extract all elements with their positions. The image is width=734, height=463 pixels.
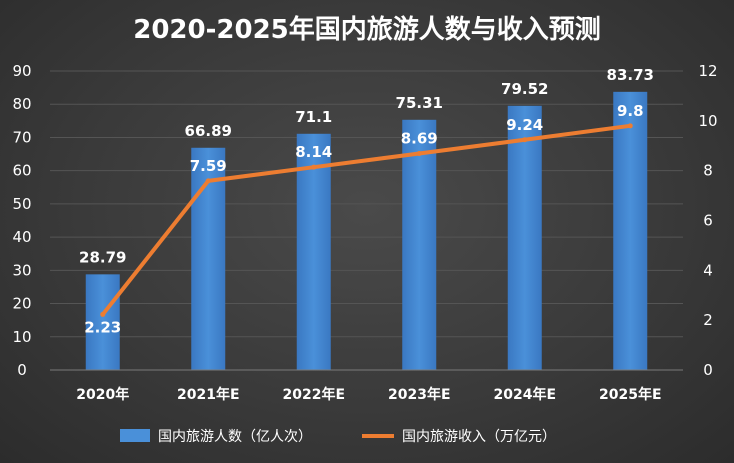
left-tick-label: 90 xyxy=(12,62,31,80)
bar xyxy=(85,274,120,370)
legend-bar-swatch xyxy=(120,429,150,442)
x-axis: 2020年 2021年E 2022年E 2023年E 2024年E 2025年E xyxy=(50,369,683,403)
left-axis: 0 10 20 30 40 50 60 70 80 90 xyxy=(12,62,31,379)
chart-title: 2020-2025年国内旅游人数与收入预测 xyxy=(133,14,601,45)
line-data-label: 7.59 xyxy=(190,157,227,175)
x-tick-label: 2023年E xyxy=(388,386,451,403)
bar xyxy=(507,105,542,370)
line-data-label: 8.14 xyxy=(295,143,332,161)
legend-line-label: 国内旅游收入（万亿元） xyxy=(402,429,556,445)
x-tick-label: 2022年E xyxy=(282,386,345,403)
line-series-path xyxy=(100,123,633,317)
bar xyxy=(402,119,437,371)
left-tick-label: 20 xyxy=(12,295,31,313)
right-tick-label: 6 xyxy=(703,212,713,230)
line-point xyxy=(416,150,422,156)
right-tick-label: 4 xyxy=(703,261,713,279)
x-tick-label: 2024年E xyxy=(493,386,556,403)
left-tick-label: 30 xyxy=(12,261,31,279)
line-point xyxy=(311,164,317,170)
bar-data-label: 75.31 xyxy=(396,94,443,112)
bar xyxy=(296,133,331,370)
legend: 国内旅游人数（亿人次） 国内旅游收入（万亿元） xyxy=(120,429,556,445)
line-data-label: 8.69 xyxy=(401,129,438,147)
x-tick-label: 2021年E xyxy=(177,386,240,403)
bar xyxy=(191,147,226,370)
right-tick-label: 8 xyxy=(703,162,713,180)
right-tick-label: 2 xyxy=(703,311,713,329)
left-tick-label: 60 xyxy=(12,162,31,180)
line-point xyxy=(100,311,106,317)
x-tick-label: 2020年 xyxy=(76,386,129,403)
left-tick-label: 40 xyxy=(12,228,31,246)
right-axis: 0 2 4 6 8 10 12 xyxy=(698,62,717,379)
bar xyxy=(613,91,648,371)
left-tick-label: 80 xyxy=(12,95,31,113)
line-point xyxy=(522,137,528,143)
left-tick-label: 50 xyxy=(12,195,31,213)
right-tick-label: 12 xyxy=(698,62,717,80)
left-tick-label: 0 xyxy=(17,361,27,379)
line-point xyxy=(627,123,633,129)
bar-data-label: 28.79 xyxy=(79,248,126,266)
line-data-label: 2.23 xyxy=(84,318,121,336)
legend-bar-label: 国内旅游人数（亿人次） xyxy=(158,429,312,445)
data-labels: 28.79 66.89 71.1 75.31 79.52 83.73 2.23 7.59 8.1… xyxy=(79,66,654,337)
right-tick-label: 10 xyxy=(698,112,717,130)
bar-data-label: 71.1 xyxy=(295,108,332,126)
line-series xyxy=(100,123,633,317)
bar-data-label: 83.73 xyxy=(607,66,654,84)
bar-data-label: 79.52 xyxy=(501,80,548,98)
x-tick-label: 2025年E xyxy=(599,386,662,403)
left-tick-label: 70 xyxy=(12,128,31,146)
left-tick-label: 10 xyxy=(12,328,31,346)
bar-series xyxy=(85,91,648,371)
grid-lines xyxy=(50,70,683,371)
line-data-label: 9.24 xyxy=(506,116,543,134)
right-tick-label: 0 xyxy=(703,361,713,379)
line-data-label: 9.8 xyxy=(617,102,644,120)
line-point xyxy=(205,178,211,184)
bar-data-label: 66.89 xyxy=(185,122,232,140)
